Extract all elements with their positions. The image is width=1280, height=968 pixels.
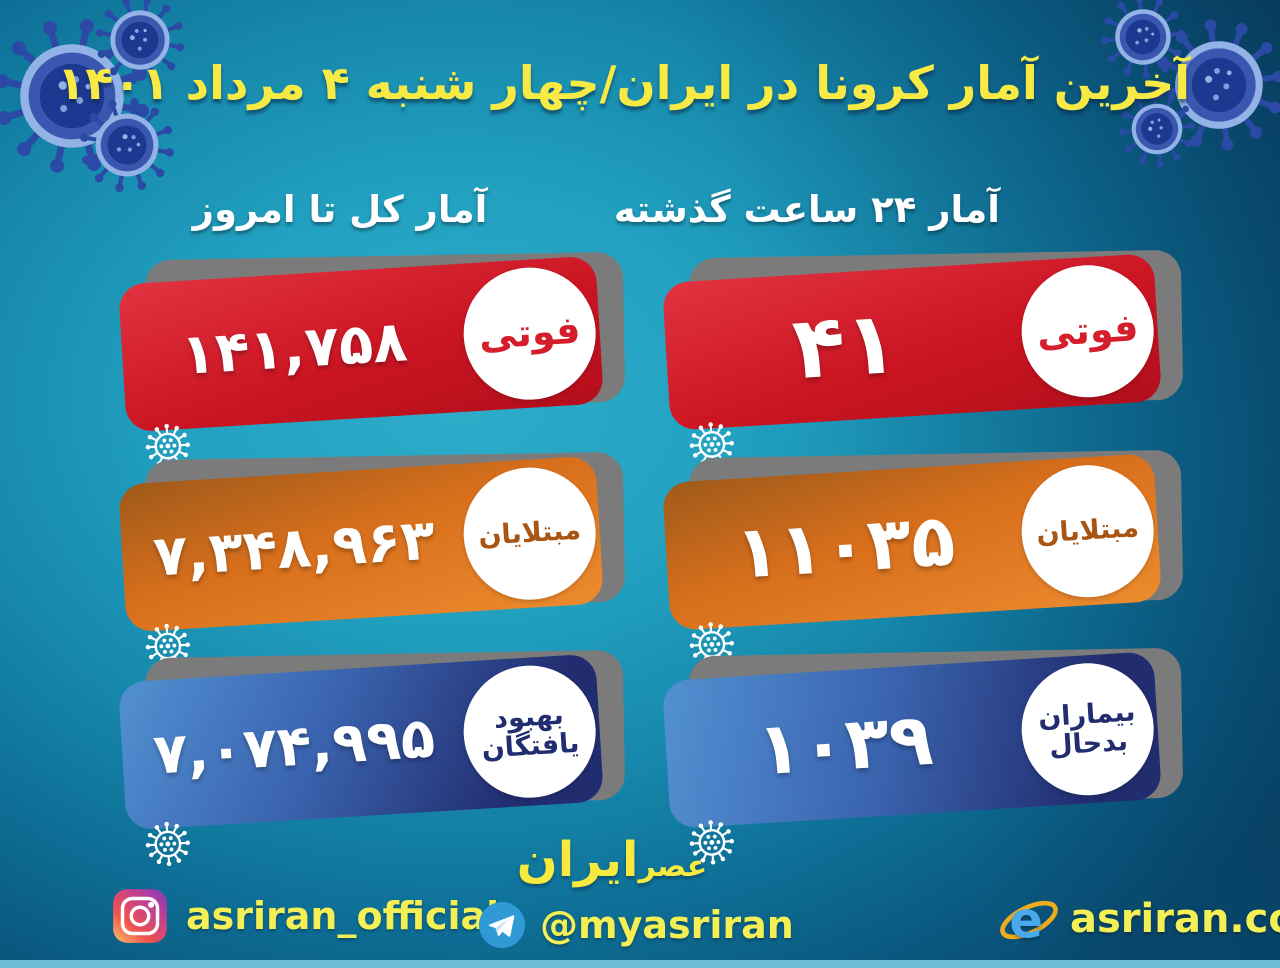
stat-value: ۱۰۳۹	[754, 696, 936, 792]
stat-value: ۷,۳۴۸,۹۶۳	[151, 507, 437, 590]
bottom-strip	[0, 960, 1280, 968]
stat-value: ۱۱۰۳۵	[732, 497, 958, 595]
stat-label-badge: بهبود یافتگان	[459, 661, 600, 802]
instagram-handle: asriran_official	[186, 894, 500, 938]
stat-label-badge: فوتی	[459, 263, 600, 404]
brand-logo: عصرایران	[0, 832, 1224, 888]
card-plate: ۴۱ فوتی	[661, 253, 1163, 431]
website-link[interactable]: e asriran.com	[996, 886, 1280, 952]
brand-word-asr: عصر	[638, 849, 708, 884]
card-cases-total: ۷,۳۴۸,۹۶۳ مبتلایان	[117, 451, 628, 652]
telegram-handle: @myasriran	[540, 903, 794, 947]
column-header-last-24h: آمار ۲۴ ساعت گذشته	[613, 188, 1000, 231]
stat-value: ۴۱	[789, 292, 901, 400]
card-critical-24h: ۱۰۳۹ بیماران بدحال	[661, 647, 1184, 848]
card-cases-24h: ۱۱۰۳۵ مبتلایان	[661, 449, 1184, 650]
stat-label-badge: مبتلایان	[1017, 461, 1158, 602]
card-plate: ۱۰۳۹ بیماران بدحال	[661, 651, 1163, 829]
brand-word-iran: ایران	[516, 832, 639, 888]
card-recovered-total: ۷,۰۷۴,۹۹۵ بهبود یافتگان	[117, 649, 628, 850]
stat-value: ۷,۰۷۴,۹۹۵	[151, 705, 437, 788]
card-deaths-total: ۱۴۱,۷۵۸ فوتی	[117, 251, 628, 452]
svg-text:e: e	[1009, 892, 1043, 950]
stat-value: ۱۴۱,۷۵۸	[179, 308, 410, 388]
stat-label-badge: مبتلایان	[459, 463, 600, 604]
stat-label-badge: فوتی	[1017, 261, 1158, 402]
column-header-total: آمار کل تا امروز	[192, 188, 488, 231]
card-plate: ۷,۰۷۴,۹۹۵ بهبود یافتگان	[117, 653, 605, 831]
instagram-handle-link[interactable]: asriran_official	[112, 888, 499, 944]
website-url: asriran.com	[1070, 896, 1280, 942]
stat-label-badge: بیماران بدحال	[1017, 659, 1158, 800]
telegram-icon	[479, 902, 525, 948]
card-plate: ۱۱۰۳۵ مبتلایان	[661, 453, 1163, 631]
card-deaths-24h: ۴۱ فوتی	[661, 249, 1184, 450]
page-title: آخرین آمار کرونا در ایران/چهار شنبه ۴ مر…	[57, 56, 1190, 110]
card-plate: ۱۴۱,۷۵۸ فوتی	[117, 255, 605, 433]
card-plate: ۷,۳۴۸,۹۶۳ مبتلایان	[117, 455, 605, 633]
instagram-icon	[113, 889, 167, 943]
internet-explorer-icon: e	[1000, 892, 1058, 950]
telegram-handle-link[interactable]: @myasriran	[478, 901, 794, 949]
